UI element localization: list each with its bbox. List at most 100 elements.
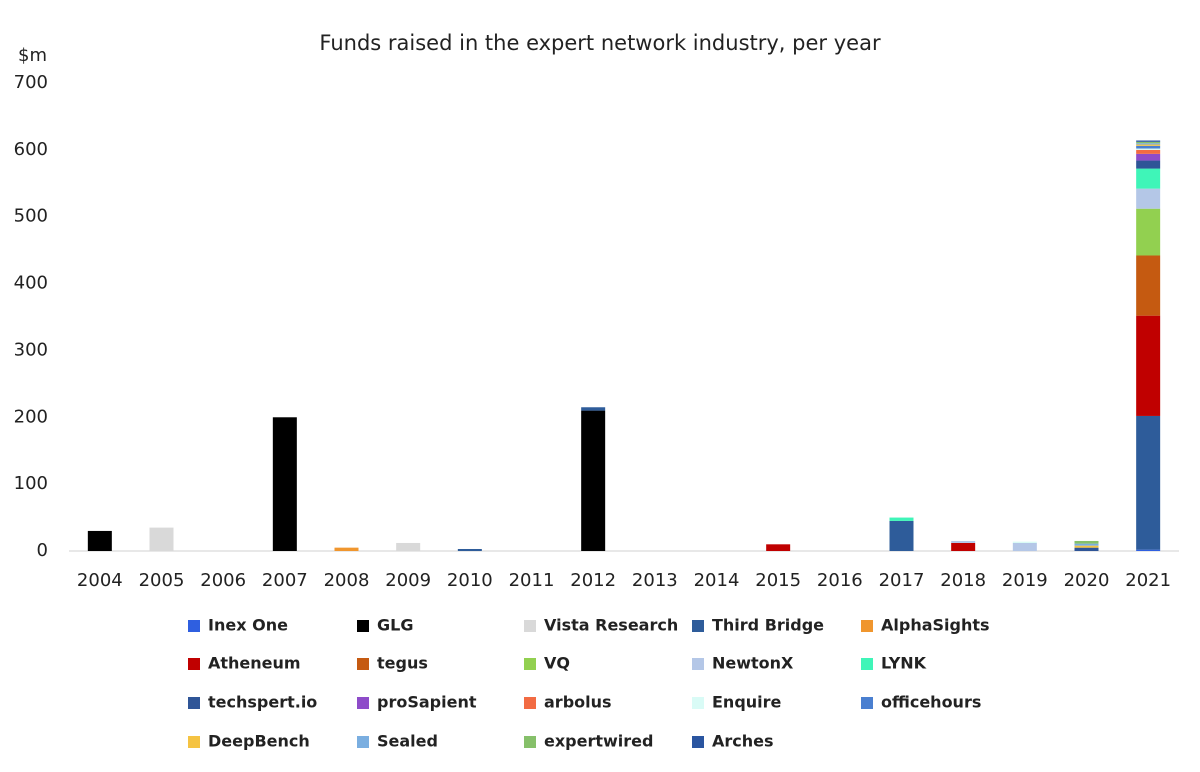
legend-label: DeepBench <box>208 732 310 751</box>
legend-swatch <box>188 736 200 748</box>
bar-segment <box>1074 540 1099 544</box>
legend-label: Third Bridge <box>712 616 824 635</box>
bar-segment <box>1136 149 1161 154</box>
bar-segment <box>1136 143 1161 145</box>
bar-segment <box>87 530 112 551</box>
x-tick-label: 2005 <box>139 570 185 591</box>
bar-segment <box>396 542 421 551</box>
bar-segment <box>1136 315 1161 416</box>
legend-label: VQ <box>544 654 570 673</box>
bar-segment <box>1074 543 1099 546</box>
bar-segment <box>1136 144 1161 146</box>
legend-swatch <box>861 658 873 670</box>
legend-swatch <box>524 658 536 670</box>
bar-segment <box>766 544 791 551</box>
bar-segment <box>1136 415 1161 550</box>
x-tick-label: 2007 <box>262 570 308 591</box>
x-tick-label: 2020 <box>1064 570 1110 591</box>
bar-segment <box>1074 545 1099 548</box>
y-tick-label: 400 <box>14 273 48 294</box>
x-tick-label: 2021 <box>1125 570 1171 591</box>
legend-swatch <box>692 620 704 632</box>
bar-segment <box>951 542 976 551</box>
x-tick-label: 2004 <box>77 570 123 591</box>
bar-segment <box>951 540 976 543</box>
bar-segment <box>1136 168 1161 189</box>
legend-swatch <box>692 736 704 748</box>
legend-swatch <box>524 736 536 748</box>
legend-label: Enquire <box>712 693 782 712</box>
legend-swatch <box>357 658 369 670</box>
bar-segment <box>457 548 482 551</box>
legend-swatch <box>357 620 369 632</box>
bar-segment <box>1136 208 1161 256</box>
legend-label: tegus <box>377 654 428 673</box>
bar-segment <box>1136 153 1161 161</box>
chart-title: Funds raised in the expert network indus… <box>319 31 881 55</box>
legend-swatch <box>357 697 369 709</box>
x-tick-label: 2010 <box>447 570 493 591</box>
legend-swatch <box>188 658 200 670</box>
legend-swatch <box>692 697 704 709</box>
legend-label: NewtonX <box>712 654 794 673</box>
x-tick-label: 2006 <box>200 570 246 591</box>
legend-swatch <box>524 697 536 709</box>
legend-label: Inex One <box>208 616 288 635</box>
legend-swatch <box>357 736 369 748</box>
legend-label: AlphaSights <box>881 616 990 635</box>
legend-swatch <box>861 697 873 709</box>
y-tick-label: 0 <box>37 540 48 561</box>
y-tick-label: 200 <box>14 406 48 427</box>
x-tick-label: 2017 <box>879 570 925 591</box>
legend-swatch <box>861 620 873 632</box>
bar-segment <box>1012 541 1037 543</box>
legend-swatch <box>188 620 200 632</box>
legend-label: expertwired <box>544 732 653 751</box>
bar-segment <box>149 527 174 551</box>
bar-segment <box>1136 141 1161 144</box>
bar-segment <box>1136 160 1161 169</box>
y-tick-label: 500 <box>14 206 48 227</box>
legend-label: Vista Research <box>544 616 678 635</box>
bar-segment <box>1136 145 1161 149</box>
y-axis-label: $m <box>18 45 47 66</box>
x-tick-label: 2016 <box>817 570 863 591</box>
bar-segment <box>1136 188 1161 209</box>
y-tick-label: 700 <box>14 72 48 93</box>
legend-label: Arches <box>712 732 774 751</box>
bar-segment <box>581 407 606 411</box>
bar-segment <box>272 417 297 551</box>
legend-swatch <box>188 697 200 709</box>
bar-segment <box>1136 140 1161 142</box>
legend-label: Sealed <box>377 732 438 751</box>
x-tick-label: 2019 <box>1002 570 1048 591</box>
legend-label: officehours <box>881 693 981 712</box>
bar-segment <box>581 410 606 551</box>
x-tick-label: 2008 <box>324 570 370 591</box>
bar-segment <box>1136 549 1161 551</box>
x-tick-label: 2015 <box>755 570 801 591</box>
bar-segment <box>889 517 914 521</box>
x-tick-label: 2012 <box>570 570 616 591</box>
bar-segment <box>1136 255 1161 316</box>
bar-segment <box>1012 542 1037 551</box>
x-tick-label: 2013 <box>632 570 678 591</box>
y-tick-label: 100 <box>14 473 48 494</box>
x-tick-label: 2009 <box>385 570 431 591</box>
legend-swatch <box>524 620 536 632</box>
bar-segment <box>334 547 359 551</box>
x-tick-label: 2018 <box>940 570 986 591</box>
y-tick-label: 600 <box>14 139 48 160</box>
x-tick-label: 2011 <box>509 570 555 591</box>
legend-label: LYNK <box>881 654 927 673</box>
legend-swatch <box>692 658 704 670</box>
legend-label: Atheneum <box>208 654 301 673</box>
bar-segment <box>1074 547 1099 551</box>
legend-label: techspert.io <box>208 693 317 712</box>
legend-label: proSapient <box>377 693 477 712</box>
legend-label: arbolus <box>544 693 612 712</box>
x-tick-label: 2014 <box>694 570 740 591</box>
bar-segment <box>1136 148 1161 150</box>
bar-segment <box>889 520 914 551</box>
